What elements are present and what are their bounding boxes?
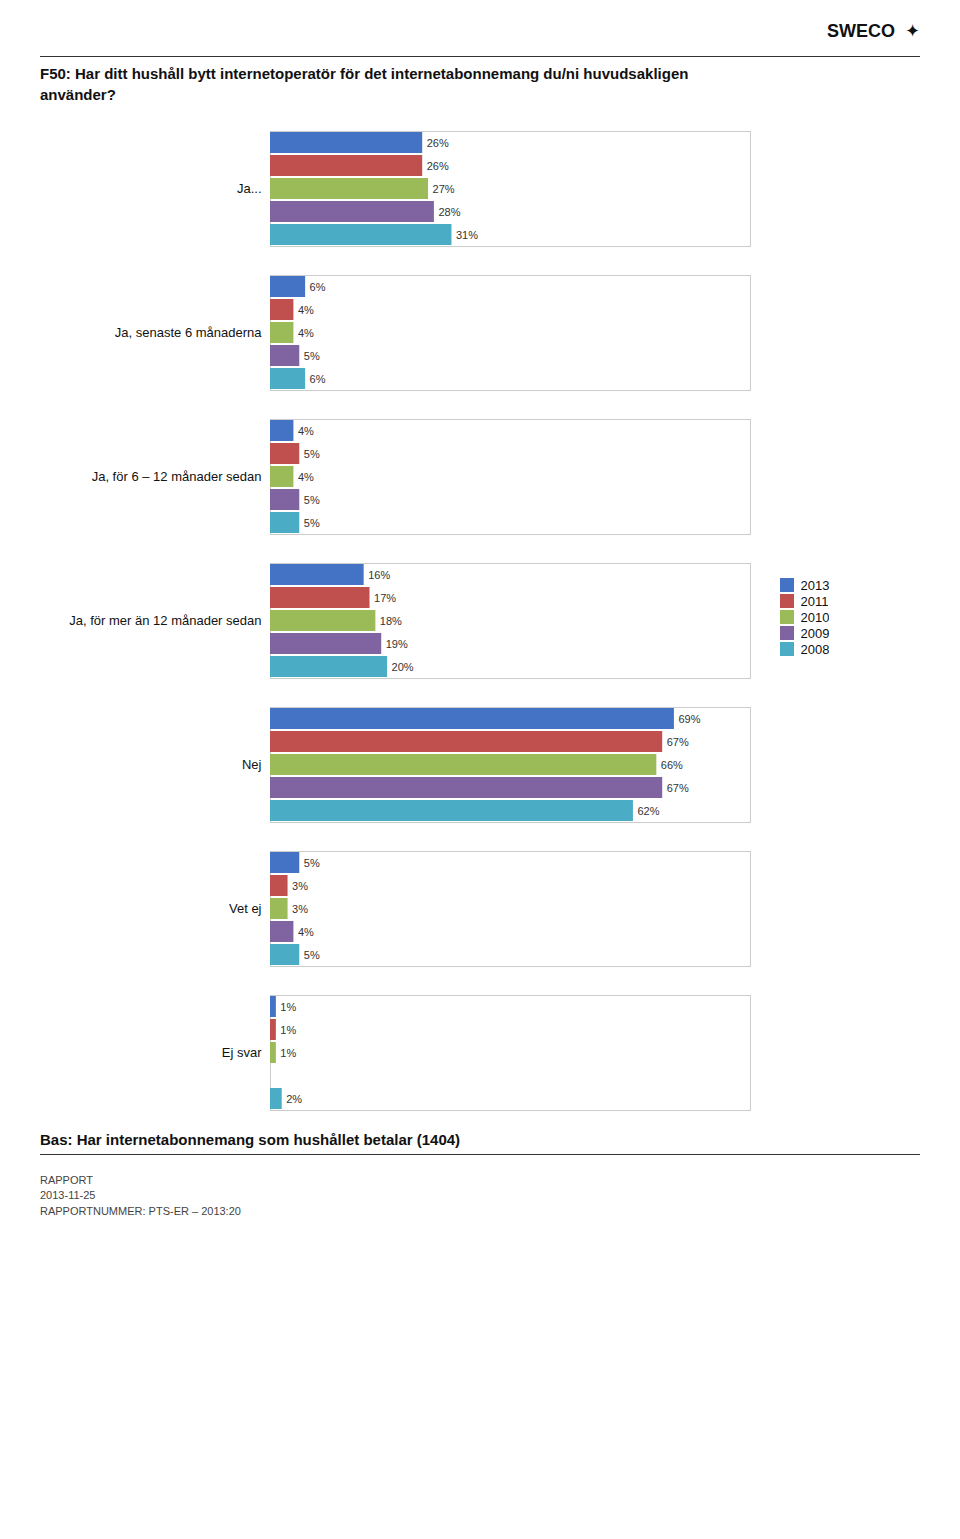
- svg-text:67%: 67%: [667, 782, 689, 794]
- svg-text:4%: 4%: [298, 304, 314, 316]
- svg-text:1%: 1%: [280, 1001, 296, 1013]
- svg-text:4%: 4%: [298, 425, 314, 437]
- svg-text:5%: 5%: [304, 517, 320, 529]
- html-text:F50: Har ditt hushåll bytt int: F50: Har ditt hushåll bytt internetopera…: [40, 65, 689, 103]
- svg-text:69%: 69%: [678, 713, 700, 725]
- html-text:2013: 2013: [800, 577, 830, 593]
- svg-text:Ja...: Ja...: [237, 181, 262, 196]
- svg-text:4%: 4%: [298, 327, 314, 339]
- svg-text:Vet ej: Vet ej: [229, 901, 262, 916]
- html-text:2009: 2009: [800, 625, 830, 641]
- svg-text:4%: 4%: [298, 926, 314, 938]
- html-text:RAPPORT 2013-11-25 RAPPORTNUMM: RAPPORT 2013-11-25 RAPPORTNUMMER: PTS-ER…: [40, 1174, 241, 1217]
- svg-text:27%: 27%: [433, 183, 455, 195]
- html-text:2008: 2008: [800, 641, 830, 657]
- svg-text:20%: 20%: [392, 661, 414, 673]
- html-text:Bas: Har internetabonnemang so: Bas: Har internetabonnemang som hushålle…: [40, 1131, 461, 1148]
- svg-text:Ja, för mer än 12 månader seda: Ja, för mer än 12 månader sedan: [69, 613, 261, 628]
- svg-text:6%: 6%: [310, 281, 326, 293]
- svg-text:67%: 67%: [667, 736, 689, 748]
- svg-text:19%: 19%: [386, 638, 408, 650]
- svg-text:31%: 31%: [456, 229, 478, 241]
- svg-text:Ja, för 6 – 12 månader sedan: Ja, för 6 – 12 månader sedan: [92, 469, 262, 484]
- svg-text:3%: 3%: [292, 903, 308, 915]
- svg-text:17%: 17%: [374, 592, 396, 604]
- svg-text:4%: 4%: [298, 471, 314, 483]
- svg-text:Ej svar: Ej svar: [222, 1045, 262, 1060]
- svg-text:66%: 66%: [661, 759, 683, 771]
- svg-text:26%: 26%: [427, 137, 449, 149]
- svg-text:1%: 1%: [280, 1024, 296, 1036]
- html-text:SWECO: SWECO: [826, 21, 895, 41]
- svg-text:5%: 5%: [304, 350, 320, 362]
- svg-text:Nej: Nej: [242, 757, 262, 772]
- svg-text:1%: 1%: [280, 1047, 296, 1059]
- svg-text:18%: 18%: [380, 615, 402, 627]
- html-text:2010: 2010: [800, 609, 830, 625]
- svg-text:16%: 16%: [368, 569, 390, 581]
- svg-text:6%: 6%: [310, 373, 326, 385]
- svg-text:Ja, senaste 6 månaderna: Ja, senaste 6 månaderna: [115, 325, 262, 340]
- svg-text:5%: 5%: [304, 494, 320, 506]
- svg-text:2%: 2%: [286, 1093, 302, 1105]
- svg-text:5%: 5%: [304, 857, 320, 869]
- svg-text:26%: 26%: [427, 160, 449, 172]
- svg-text:28%: 28%: [438, 206, 460, 218]
- svg-text:5%: 5%: [304, 448, 320, 460]
- html-text:2011: 2011: [800, 593, 829, 609]
- svg-text:5%: 5%: [304, 949, 320, 961]
- svg-text:62%: 62%: [637, 805, 659, 817]
- svg-text:3%: 3%: [292, 880, 308, 892]
